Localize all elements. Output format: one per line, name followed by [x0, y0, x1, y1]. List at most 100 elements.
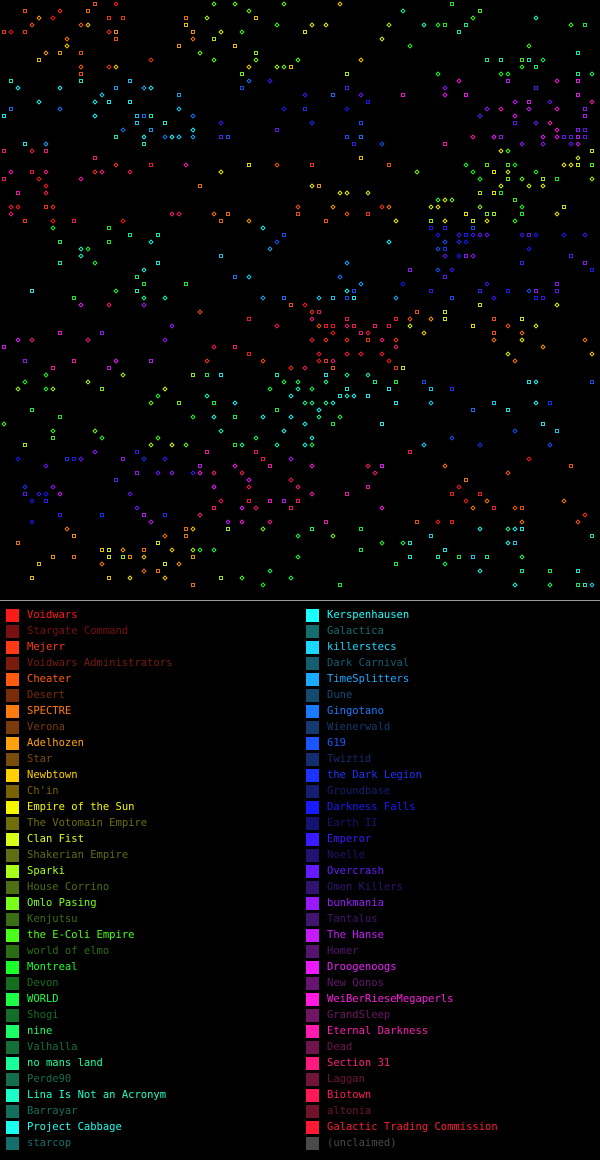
star-marker[interactable] [23, 9, 27, 13]
star-marker[interactable] [359, 121, 363, 125]
star-marker[interactable] [323, 337, 329, 343]
star-marker[interactable] [275, 128, 279, 132]
star-marker[interactable] [331, 296, 335, 300]
star-marker[interactable] [540, 183, 546, 189]
star-marker[interactable] [281, 1, 287, 7]
star-marker[interactable] [583, 583, 587, 587]
star-marker[interactable] [554, 302, 560, 308]
star-marker[interactable] [225, 519, 231, 525]
star-marker[interactable] [274, 22, 280, 28]
star-marker[interactable] [106, 64, 112, 70]
star-marker[interactable] [288, 365, 294, 371]
star-marker[interactable] [141, 134, 147, 140]
star-marker[interactable] [205, 373, 209, 377]
star-marker[interactable] [239, 519, 245, 525]
star-marker[interactable] [261, 457, 265, 461]
star-marker[interactable] [253, 435, 259, 441]
star-marker[interactable] [85, 246, 91, 252]
star-marker[interactable] [78, 253, 84, 259]
star-marker[interactable] [107, 240, 111, 244]
star-marker[interactable] [86, 9, 90, 13]
star-marker[interactable] [407, 316, 413, 322]
star-marker[interactable] [78, 176, 84, 182]
star-marker[interactable] [57, 8, 63, 14]
star-marker[interactable] [380, 422, 384, 426]
star-marker[interactable] [30, 170, 34, 174]
star-marker[interactable] [464, 254, 468, 258]
star-marker[interactable] [107, 366, 111, 370]
star-marker[interactable] [247, 317, 251, 321]
star-marker[interactable] [379, 36, 385, 42]
star-marker[interactable] [296, 212, 300, 216]
star-marker[interactable] [470, 169, 476, 175]
star-marker[interactable] [289, 303, 293, 307]
star-marker[interactable] [92, 260, 98, 266]
star-marker[interactable] [331, 366, 335, 370]
star-marker[interactable] [387, 387, 391, 391]
star-marker[interactable] [358, 57, 364, 63]
star-marker[interactable] [408, 450, 412, 454]
star-marker[interactable] [408, 555, 412, 559]
star-marker[interactable] [324, 324, 328, 328]
star-marker[interactable] [463, 162, 469, 168]
star-marker[interactable] [246, 274, 252, 280]
star-marker[interactable] [295, 484, 301, 490]
star-marker[interactable] [107, 226, 111, 230]
star-marker[interactable] [379, 351, 385, 357]
star-marker[interactable] [590, 149, 594, 153]
star-marker[interactable] [177, 44, 181, 48]
star-marker[interactable] [107, 555, 111, 559]
star-marker[interactable] [429, 226, 433, 230]
star-marker[interactable] [163, 513, 167, 517]
star-marker[interactable] [449, 197, 455, 203]
star-marker[interactable] [345, 72, 349, 76]
star-marker[interactable] [561, 232, 567, 238]
star-marker[interactable] [51, 366, 55, 370]
star-marker[interactable] [155, 435, 161, 441]
star-marker[interactable] [555, 289, 559, 293]
star-marker[interactable] [58, 331, 62, 335]
star-marker[interactable] [569, 464, 573, 468]
star-marker[interactable] [400, 281, 406, 287]
star-marker[interactable] [309, 463, 315, 469]
star-marker[interactable] [282, 499, 286, 503]
star-marker[interactable] [526, 43, 532, 49]
star-marker[interactable] [36, 176, 42, 182]
star-marker[interactable] [533, 120, 539, 126]
star-marker[interactable] [226, 527, 230, 531]
star-marker[interactable] [512, 428, 518, 434]
star-marker[interactable] [415, 310, 419, 314]
star-marker[interactable] [394, 366, 398, 370]
star-marker[interactable] [442, 85, 448, 91]
star-marker[interactable] [499, 191, 503, 195]
star-marker[interactable] [561, 162, 567, 168]
star-marker[interactable] [239, 470, 245, 476]
star-marker[interactable] [533, 379, 539, 385]
star-marker[interactable] [505, 169, 511, 175]
star-marker[interactable] [484, 218, 490, 224]
star-marker[interactable] [37, 562, 41, 566]
star-marker[interactable] [534, 296, 538, 300]
star-marker[interactable] [135, 114, 139, 118]
star-marker[interactable] [141, 295, 147, 301]
star-marker[interactable] [149, 128, 153, 132]
star-marker[interactable] [491, 134, 497, 140]
star-marker[interactable] [372, 470, 378, 476]
star-marker[interactable] [127, 169, 133, 175]
star-marker[interactable] [492, 212, 496, 216]
star-marker[interactable] [43, 372, 49, 378]
star-marker[interactable] [246, 484, 252, 490]
star-marker[interactable] [576, 569, 580, 573]
star-marker[interactable] [583, 135, 587, 139]
star-marker[interactable] [302, 92, 308, 98]
star-marker[interactable] [583, 107, 587, 111]
star-marker[interactable] [505, 323, 511, 329]
star-marker[interactable] [498, 71, 504, 77]
star-marker[interactable] [43, 50, 49, 56]
star-marker[interactable] [499, 58, 503, 62]
star-marker[interactable] [379, 141, 385, 147]
star-marker[interactable] [274, 323, 280, 329]
star-marker[interactable] [211, 1, 217, 7]
star-marker[interactable] [316, 358, 322, 364]
star-marker[interactable] [330, 330, 336, 336]
